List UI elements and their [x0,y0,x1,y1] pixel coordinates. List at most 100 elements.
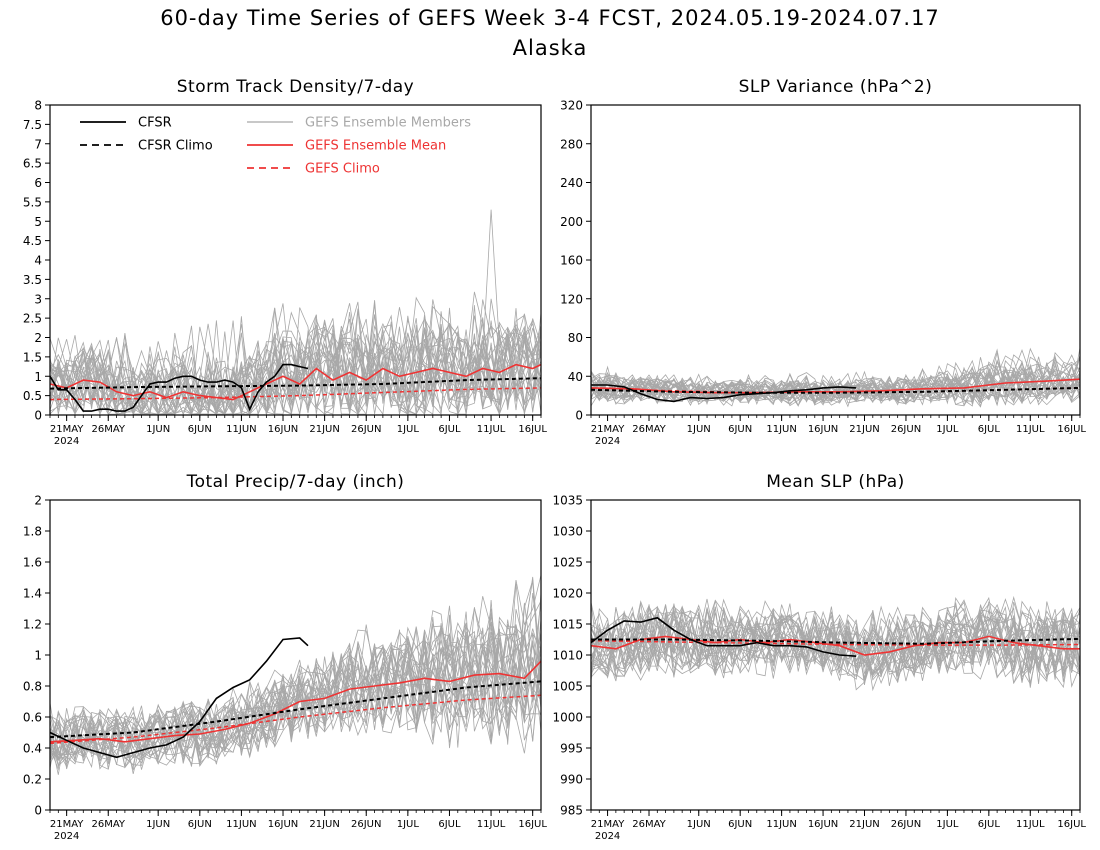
x-tick-label: 1JUL [936,819,959,830]
y-tick-label: 7 [34,137,42,151]
y-tick-label: 1.8 [23,525,42,539]
series-line-cfsr-climo [590,386,1081,394]
ensemble-member-line [49,580,542,771]
ensemble-member-line [590,366,1081,407]
x-tick-label: 26JUN [351,424,381,435]
y-tick-label: 0 [575,409,583,423]
y-tick-label: 240 [560,176,583,190]
chart-panel-2: SLP Variance (hPa^2) 0 40 80 120 160 200 240 280… [560,77,1086,447]
x-tick-label: 26MAY [632,424,666,435]
series-line-cfsr [49,637,309,759]
ensemble-member-line [49,574,542,762]
x-tick-label: 16JUL [518,424,547,435]
y-tick-label: 990 [560,773,583,787]
series-line-cfsr [49,363,309,412]
ensemble-member-line [49,616,542,762]
ensemble-member-line [590,604,1081,681]
x-tick-label: 6JUN [188,424,212,435]
x-tick-label: 21JUN [309,424,339,435]
x-tick-label: 11JUN [766,819,796,830]
y-tick-label: 2.5 [23,312,42,326]
x-tick-label: 16JUN [808,424,838,435]
x-tick-label: 6JUL [438,819,461,830]
series-line-cfsr-climo [49,377,542,390]
x-tick-label: 6JUN [728,819,752,830]
x-year-label: 2024 [595,436,620,447]
x-tick-label: 16JUN [268,819,298,830]
legend: CFSR CFSR Climo GEFS Ensemble Members GEFS … [80,116,471,177]
ensemble-member-line [590,605,1081,689]
ensemble-member-line [49,600,542,767]
x-tick-label: 26MAY [632,819,666,830]
x-tick-label: 26JUN [891,424,921,435]
plot-frame [49,499,542,811]
ensemble-member-line [590,595,1081,688]
y-tick-label: 200 [560,215,583,229]
x-tick-label: 21JUN [849,819,879,830]
legend-label: GEFS Climo [305,162,380,177]
legend-label: CFSR Climo [138,139,213,154]
panel-title: Mean SLP (hPa) [766,472,905,492]
y-tick-label: 1.6 [23,556,42,570]
x-tick-label: 6JUN [728,424,752,435]
x-tick-label: 21MAY [50,819,84,830]
x-tick-label: 1JUN [687,819,711,830]
ensemble-member-line [49,300,542,416]
y-tick-label: 5.5 [23,195,42,209]
y-tick-label: 1025 [552,556,583,570]
y-tick-label: 0.6 [23,711,42,725]
chart-panel-4: Mean SLP (hPa) 985 990 995 1000 1005 1010 1015 1… [552,472,1086,842]
ensemble-member-line [49,580,542,764]
ensemble-member-line [49,327,542,416]
y-tick-label: 0 [34,804,42,818]
y-tick-label: 1000 [552,711,583,725]
y-tick-label: 4 [34,254,42,268]
y-tick-label: 1 [34,370,42,384]
x-tick-label: 1JUN [146,819,170,830]
x-year-label: 2024 [54,831,79,842]
ensemble-member-line [49,607,542,763]
x-year-label: 2024 [54,436,79,447]
y-tick-label: 995 [560,742,583,756]
chart-panel-1: Storm Track Density/7-day 0 0.5 1 1.5 2 2.5 3 3.… [23,77,547,447]
panel-title: Total Precip/7-day (inch) [186,472,405,492]
x-tick-label: 16JUN [268,424,298,435]
x-tick-label: 21JUN [849,424,879,435]
y-tick-label: 1.2 [23,618,42,632]
ensemble-member-line [49,624,542,770]
ensemble-member-line [49,307,542,416]
x-tick-label: 16JUL [518,819,547,830]
ensemble-member-line [49,605,542,774]
y-tick-label: 2 [34,494,42,508]
panel-title: SLP Variance (hPa^2) [739,77,933,97]
legend-label: GEFS Ensemble Mean [305,139,446,154]
y-tick-label: 1030 [552,525,583,539]
series-line-gefs-climo [49,387,542,401]
x-tick-label: 26JUN [351,819,381,830]
x-tick-label: 11JUL [1016,819,1045,830]
y-tick-label: 1005 [552,680,583,694]
ensemble-member-line [49,307,542,416]
series-line-gefs-ensemble-mean [49,363,542,401]
y-tick-label: 1035 [552,494,583,508]
y-tick-label: 80 [568,331,583,345]
x-tick-label: 11JUL [477,424,506,435]
y-tick-label: 1.5 [23,350,42,364]
y-tick-label: 5 [34,215,42,229]
x-tick-label: 11JUN [226,819,256,830]
y-tick-label: 6.5 [23,157,42,171]
y-tick-label: 1010 [552,649,583,663]
x-tick-label: 21MAY [591,819,625,830]
ensemble-member-line [590,363,1081,406]
y-tick-label: 1020 [552,587,583,601]
x-tick-label: 6JUL [978,424,1001,435]
series-line-cfsr-climo [591,637,1081,645]
chart-panel-3: Total Precip/7-day (inch)00.20.40.60.811… [23,472,547,842]
series-line-gefs-ensemble-mean [49,660,542,743]
panel-title: Storm Track Density/7-day [177,77,414,97]
ensemble-member-line [590,598,1081,679]
x-tick-label: 16JUL [1057,424,1086,435]
y-tick-label: 0.5 [23,389,42,403]
x-tick-label: 1JUN [687,424,711,435]
